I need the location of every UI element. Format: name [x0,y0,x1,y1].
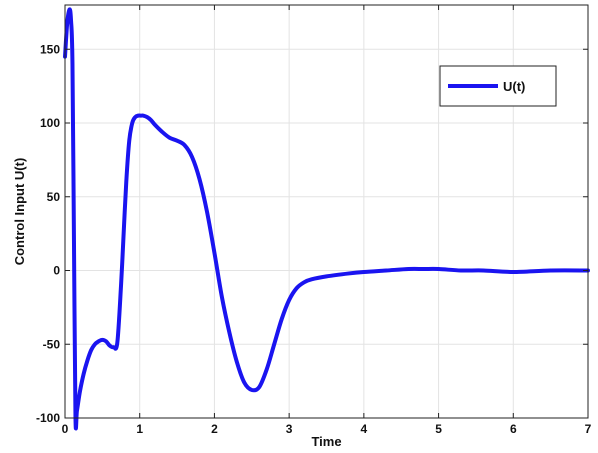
x-tick-label: 1 [136,422,143,436]
y-tick-label: -50 [43,337,61,351]
y-tick-label: 50 [47,190,61,204]
x-tick-label: 3 [286,422,293,436]
y-tick-label: -100 [36,411,60,425]
x-tick-label: 7 [585,422,592,436]
y-tick-label: 150 [40,42,60,56]
x-tick-label: 5 [435,422,442,436]
y-tick-label: 0 [53,264,60,278]
x-tick-label: 6 [510,422,517,436]
x-tick-label: 2 [211,422,218,436]
y-axis-title: Control Input U(t) [12,158,27,266]
legend-label-u: U(t) [503,79,525,94]
x-axis-title: Time [311,434,341,449]
x-tick-label: 4 [361,422,368,436]
y-tick-label: 100 [40,116,60,130]
legend: U(t) [440,66,556,106]
x-tick-label: 0 [62,422,69,436]
